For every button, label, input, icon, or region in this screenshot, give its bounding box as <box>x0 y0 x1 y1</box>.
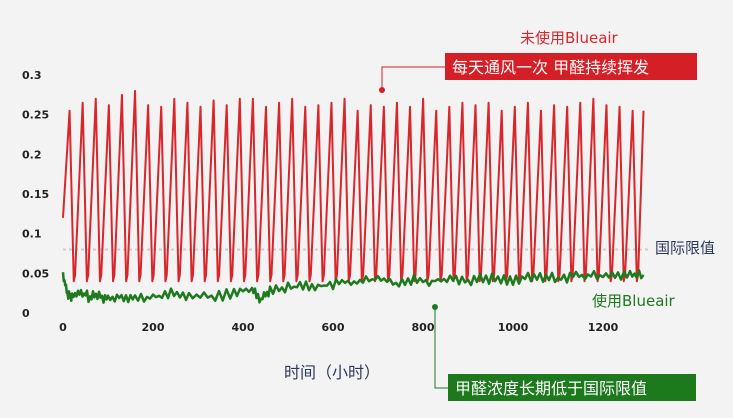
unused-blueair-line <box>62 89 645 283</box>
unused-annotation-dot <box>379 87 385 93</box>
x-tick-label: 0 <box>59 321 67 334</box>
used-annotation-text: 甲醛浓度长期低于国际限值 <box>455 379 647 398</box>
x-tick-label: 200 <box>142 321 165 334</box>
y-tick-label: 0.3 <box>22 69 42 82</box>
y-tick-label: 0.25 <box>22 109 49 122</box>
y-tick-label: 0.1 <box>22 228 42 241</box>
unused-annotation-box <box>445 53 697 80</box>
series-unused-blueair <box>62 89 645 283</box>
series-used-blueair <box>61 268 645 304</box>
used-annotation-box <box>448 374 696 401</box>
x-axis-title: 时间（小时） <box>284 363 380 382</box>
used-annotation-connector <box>434 307 448 389</box>
y-tick-labels: 0 0.05 0.1 0.15 0.2 0.25 0.3 <box>22 69 49 320</box>
y-tick-label: 0.15 <box>22 188 49 201</box>
x-tick-label: 1200 <box>588 321 619 334</box>
unused-annotation-text: 每天通风一次 甲醛持续挥发 <box>452 58 649 77</box>
used-blueair-line <box>61 268 645 304</box>
used-annotation-dot <box>432 304 438 310</box>
y-tick-label: 0.05 <box>22 267 49 280</box>
international-limit-label: 国际限值 <box>655 239 715 257</box>
x-tick-label: 1000 <box>498 321 529 334</box>
legend-used-label: 使用Blueair <box>592 292 676 310</box>
x-tick-label: 400 <box>232 321 255 334</box>
y-tick-label: 0 <box>22 307 30 320</box>
legend-unused-label: 未使用Blueair <box>520 29 619 47</box>
x-tick-labels: 0 200 400 600 800 1000 1200 <box>59 321 618 334</box>
x-tick-label: 600 <box>322 321 345 334</box>
unused-annotation-connector <box>381 66 445 90</box>
x-tick-label: 800 <box>412 321 435 334</box>
y-tick-label: 0.2 <box>22 148 42 161</box>
